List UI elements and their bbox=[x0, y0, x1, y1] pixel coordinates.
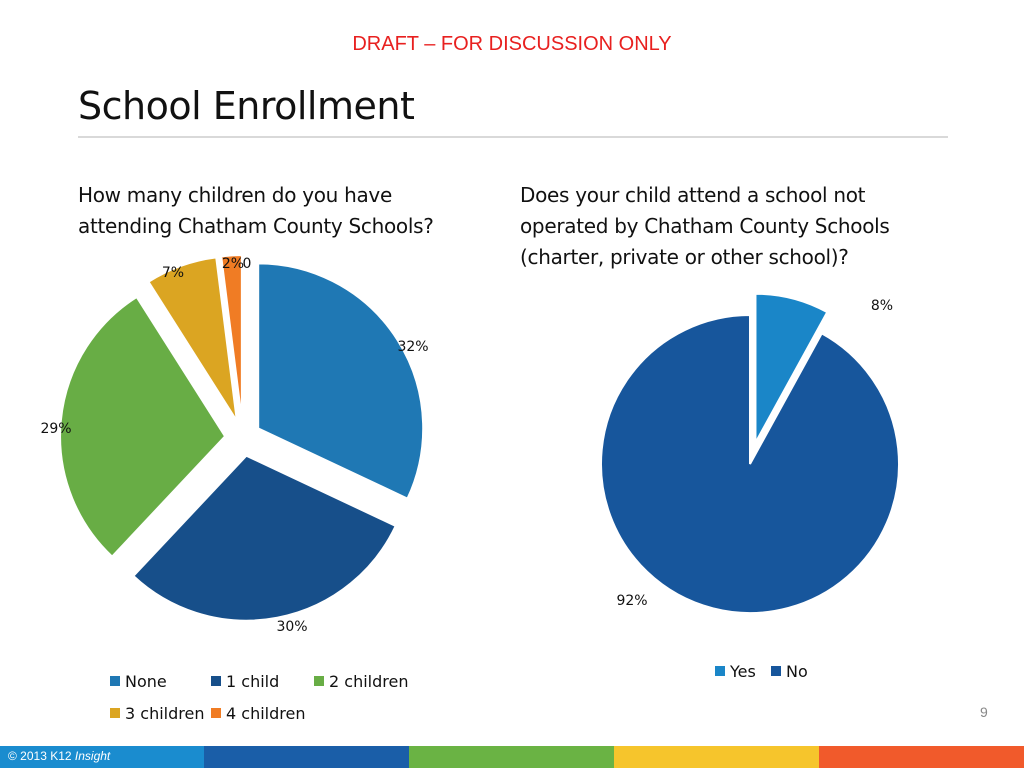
data-label-4-children: 2% bbox=[222, 256, 244, 272]
legend-item-3-children: 3 children bbox=[110, 704, 204, 723]
legend-label: No bbox=[786, 662, 808, 681]
legend-item-2-children: 2 children bbox=[314, 672, 408, 691]
footer-segment bbox=[614, 746, 819, 768]
pie-charts: 32% 30% 29% 7% 2%0 8% 92% bbox=[40, 254, 900, 635]
legend-item-1-child: 1 child bbox=[211, 672, 279, 691]
pie-slice-3-children bbox=[147, 256, 238, 422]
chart1-question: How many children do you have attending … bbox=[78, 183, 434, 238]
pie-slice-no bbox=[600, 313, 900, 614]
title-divider bbox=[78, 136, 948, 138]
brand-name: Insight bbox=[74, 749, 111, 763]
legend-item-none: None bbox=[110, 672, 167, 691]
pie-slice-yes bbox=[754, 292, 829, 444]
legend-swatch bbox=[110, 676, 120, 686]
data-label-none: 32% bbox=[397, 339, 428, 355]
legend-item-4-children: 4 children bbox=[211, 704, 305, 723]
data-label-1-child: 30% bbox=[276, 619, 307, 635]
chart2-question: Does your child attend a school not oper… bbox=[520, 183, 890, 269]
pie-slice-2-children bbox=[59, 295, 227, 559]
legend-swatch bbox=[314, 676, 324, 686]
copyright: © 2013 K12 Insight bbox=[8, 749, 111, 763]
legend-swatch bbox=[771, 666, 781, 676]
legend-label: 3 children bbox=[125, 704, 205, 723]
legend-label: Yes bbox=[730, 662, 756, 681]
data-label-no: 92% bbox=[616, 593, 647, 609]
legend-item-no: No bbox=[771, 662, 808, 681]
legend-label: None bbox=[125, 672, 167, 691]
legend-item-yes: Yes bbox=[715, 662, 756, 681]
data-label-3-children: 7% bbox=[162, 265, 184, 281]
pie-slice-1-child bbox=[132, 454, 398, 622]
data-label-yes: 8% bbox=[871, 298, 893, 314]
data-label-2-children: 29% bbox=[40, 421, 71, 437]
legend-label: 4 children bbox=[226, 704, 306, 723]
draft-banner: DRAFT – FOR DISCUSSION ONLY bbox=[352, 33, 672, 55]
footer-segment bbox=[204, 746, 409, 768]
legend-swatch bbox=[211, 708, 221, 718]
pie-slice-4-children bbox=[220, 254, 243, 421]
legend-label: 1 child bbox=[226, 672, 280, 691]
pie-slice-none bbox=[257, 262, 425, 500]
page-title: School Enrollment bbox=[78, 84, 415, 128]
pie-chart-other-school: 8% 92% bbox=[600, 292, 900, 614]
legend-swatch bbox=[211, 676, 221, 686]
footer-segment bbox=[819, 746, 1024, 768]
footer-segment bbox=[409, 746, 614, 768]
legend-label: 2 children bbox=[329, 672, 409, 691]
legend-swatch bbox=[110, 708, 120, 718]
footer-band: © 2013 K12 Insight bbox=[0, 746, 1024, 768]
data-label-extra: 0 bbox=[243, 256, 252, 272]
legend-swatch bbox=[715, 666, 725, 676]
page-number: 9 bbox=[980, 704, 988, 720]
pie-chart-children-count: 32% 30% 29% 7% 2%0 bbox=[40, 254, 429, 635]
footer-segment bbox=[0, 746, 204, 768]
